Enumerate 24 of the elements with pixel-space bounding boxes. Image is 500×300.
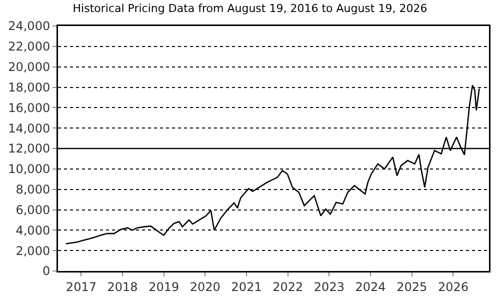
x-tick-label: 2018: [107, 280, 138, 294]
y-tick-label: 22,000: [8, 40, 50, 54]
y-tick-label: 16,000: [8, 100, 50, 115]
y-tick-label: 8,000: [16, 182, 50, 197]
y-tick-label: 4,000: [16, 223, 50, 238]
y-tick-label: 6,000: [16, 202, 50, 217]
x-tick-label: 2017: [66, 280, 96, 294]
y-tick-label: 20,000: [8, 60, 50, 74]
x-tick-label: 2024: [355, 280, 386, 294]
x-tick-label: 2026: [438, 280, 469, 294]
x-tick-label: 2020: [190, 280, 220, 294]
y-tick-label: 2,000: [16, 244, 50, 258]
y-tick-label: 14,000: [8, 121, 50, 136]
x-tick-label: 2025: [396, 280, 428, 294]
y-tick-label: 18,000: [8, 80, 50, 94]
chart-title: Historical Pricing Data from August 19, 2016 to August 19, 2026: [72, 2, 428, 16]
x-tick-label: 2023: [314, 280, 344, 294]
x-tick-label: 2022: [272, 280, 304, 294]
x-tick-label: 2019: [148, 280, 180, 294]
y-tick-label: 0: [42, 264, 50, 278]
y-tick-label: 24,000: [8, 19, 50, 34]
y-tick-label: 10,000: [8, 162, 50, 176]
x-tick-label: 2021: [231, 280, 262, 294]
y-tick-label: 12,000: [8, 142, 50, 156]
